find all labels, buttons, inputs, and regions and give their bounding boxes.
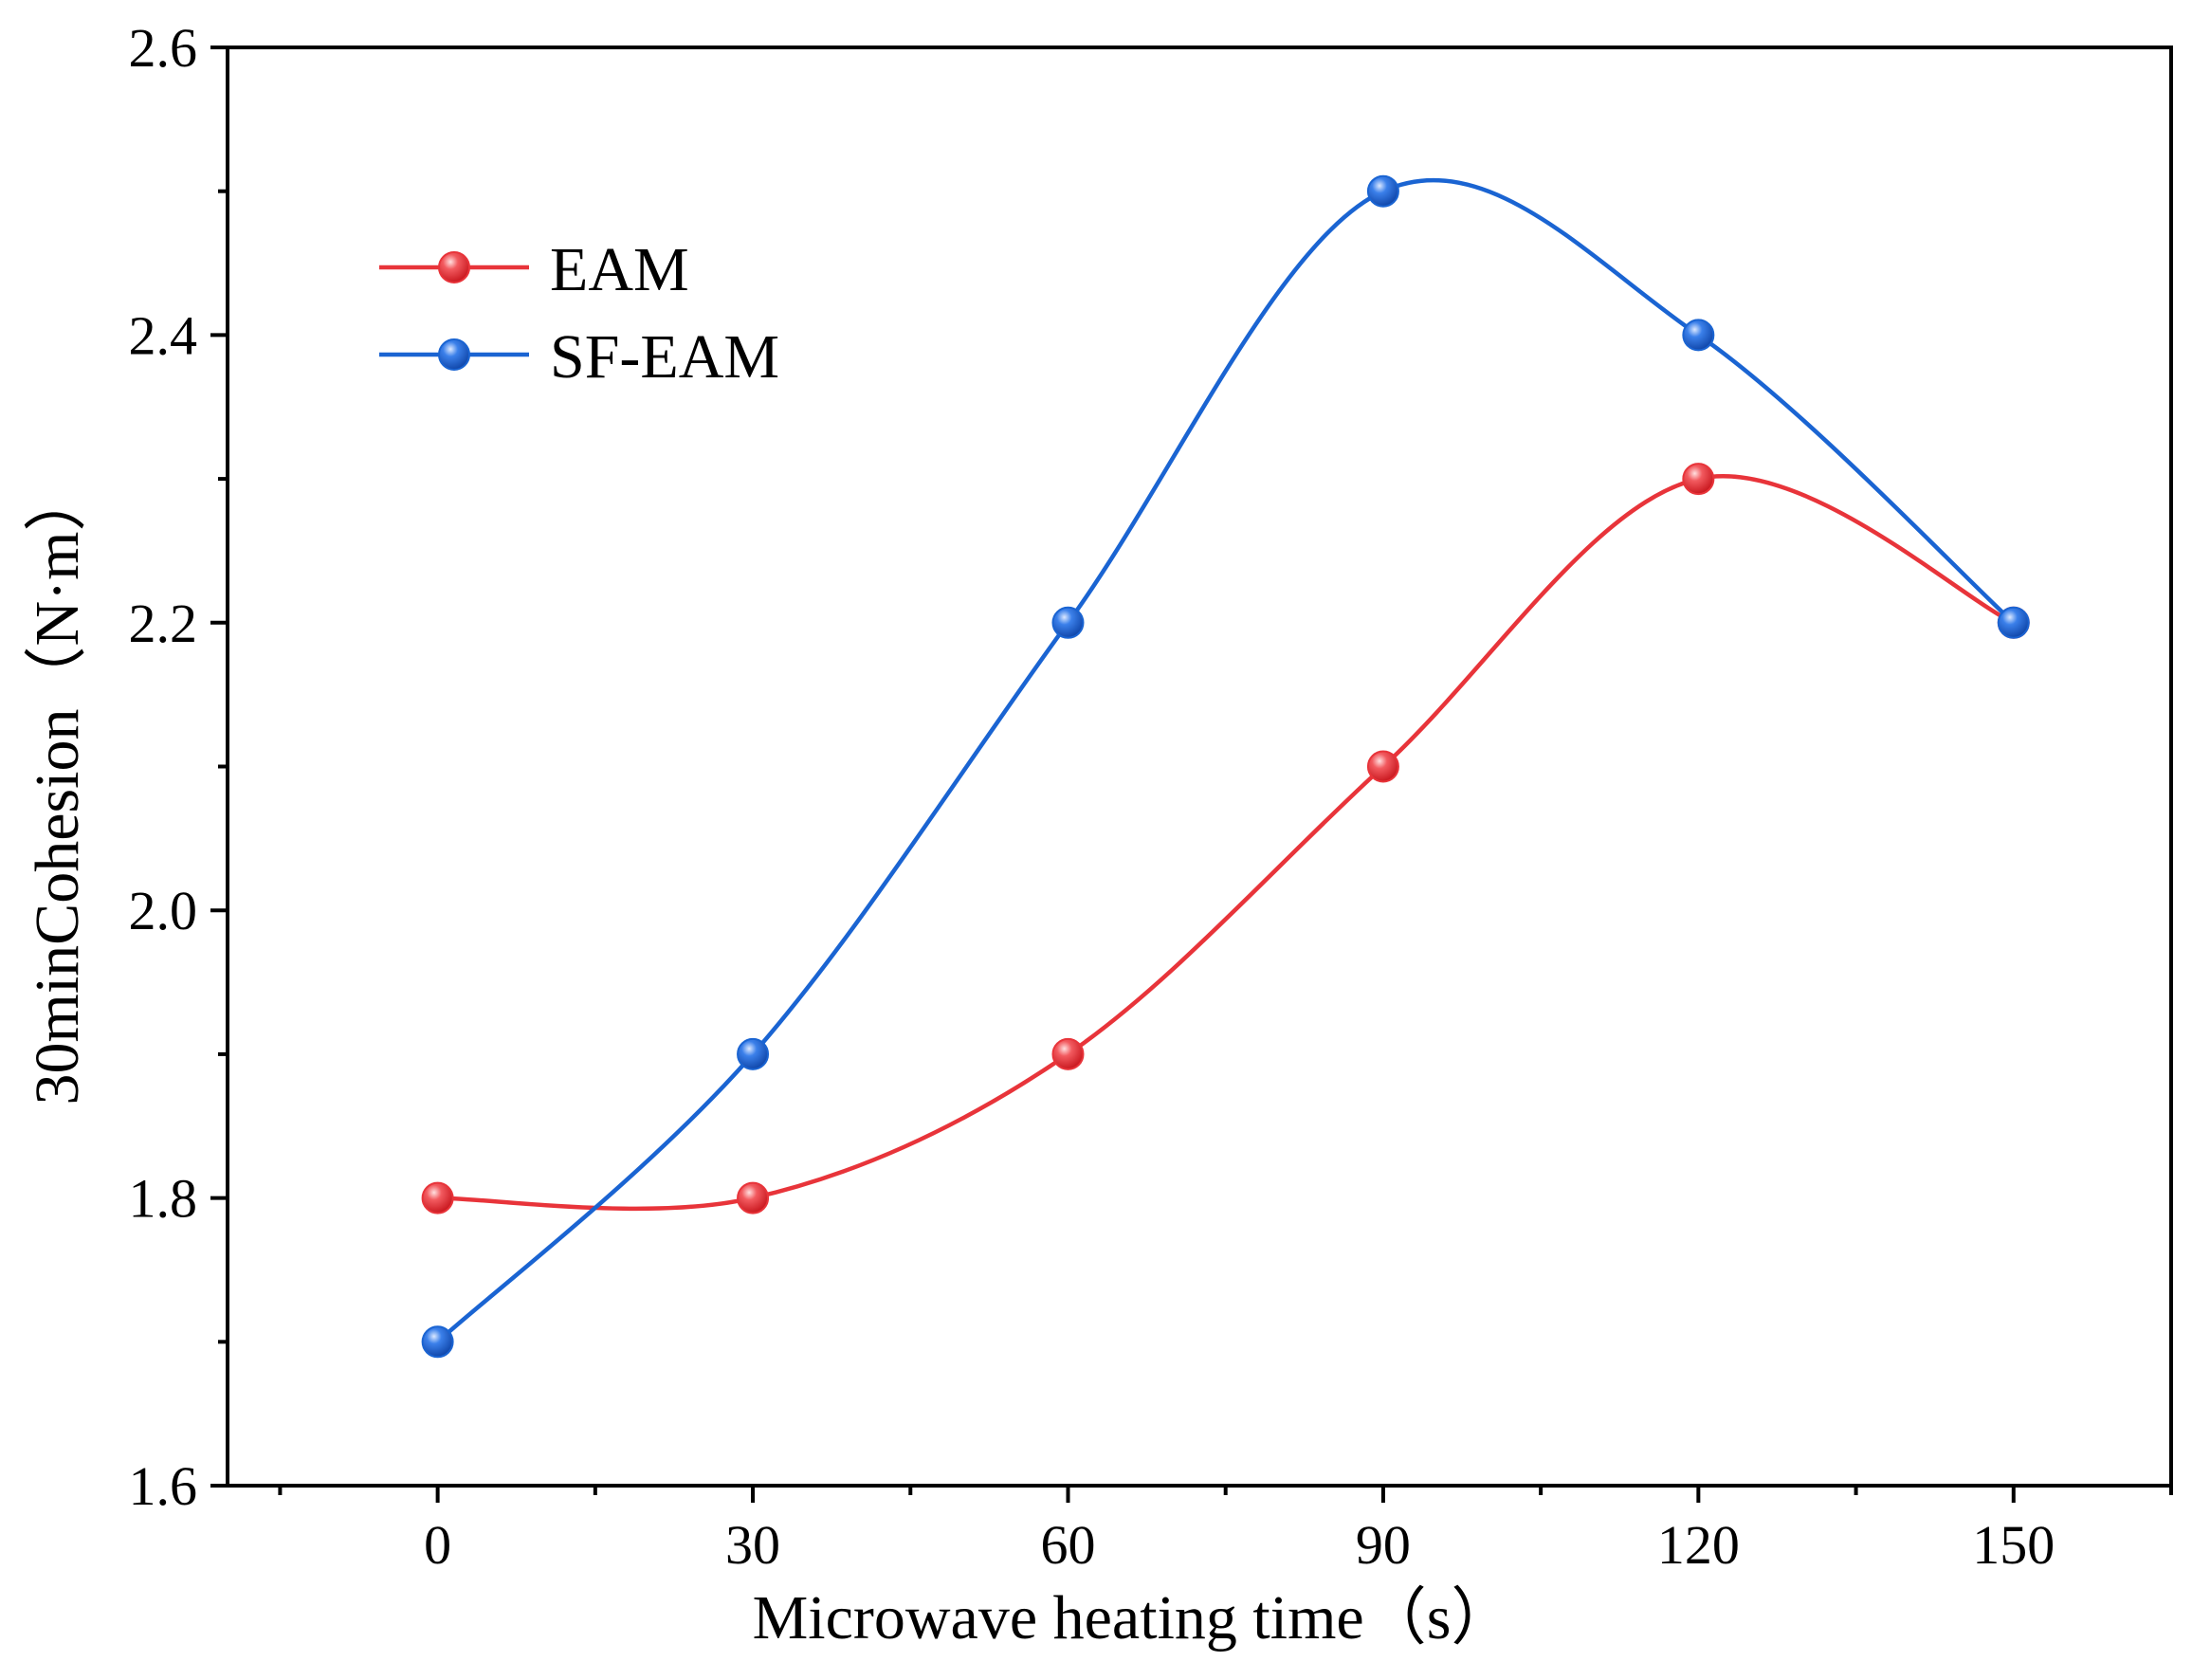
axes: 1.6 1.8 2.0 2.2 2.4 2.6 0 30 60 90 120 150 <box>129 17 2173 1576</box>
series-line <box>436 177 2016 1343</box>
series-line <box>437 474 2015 1212</box>
legend-label: EAM <box>550 235 689 304</box>
data-point <box>737 1037 770 1070</box>
x-tick-label: 150 <box>1972 1514 2055 1576</box>
x-tick-label: 60 <box>1040 1514 1095 1576</box>
legend-label: SF-EAM <box>550 322 779 392</box>
data-point <box>737 1181 770 1214</box>
x-tick-label: 0 <box>424 1514 451 1576</box>
data-point <box>421 1181 454 1214</box>
data-point <box>421 1325 454 1359</box>
x-tick-label: 30 <box>725 1514 780 1576</box>
y-axis-title: 30minCohesion（N·m） <box>23 469 92 1105</box>
legend: EAM SF-EAM <box>379 235 779 392</box>
legend-marker <box>438 338 470 371</box>
legend-marker <box>438 251 470 283</box>
data-point <box>1366 174 1399 208</box>
data-point <box>1366 750 1399 783</box>
data-point <box>1682 319 1715 352</box>
x-axis-title: Microwave heating time（s） <box>753 1583 1514 1653</box>
data-point <box>1997 606 2030 639</box>
plot-area <box>421 174 2030 1359</box>
series-sf-eam <box>421 174 2030 1359</box>
y-tick-label: 1.8 <box>129 1168 198 1230</box>
x-tick-label: 120 <box>1657 1514 1740 1576</box>
data-point <box>1051 1037 1085 1070</box>
y-tick-label: 2.4 <box>129 304 198 366</box>
y-tick-label: 2.0 <box>129 880 198 941</box>
y-tick-label: 2.6 <box>129 17 198 79</box>
legend-item: SF-EAM <box>379 322 779 392</box>
y-tick-label: 1.6 <box>129 1455 198 1517</box>
legend-item: EAM <box>379 235 689 304</box>
x-tick-label: 90 <box>1356 1514 1411 1576</box>
data-point <box>1051 606 1085 639</box>
series-eam <box>421 463 2030 1214</box>
plot-frame <box>226 46 2173 1488</box>
y-tick-label: 2.2 <box>129 593 198 654</box>
data-point <box>1682 463 1715 496</box>
